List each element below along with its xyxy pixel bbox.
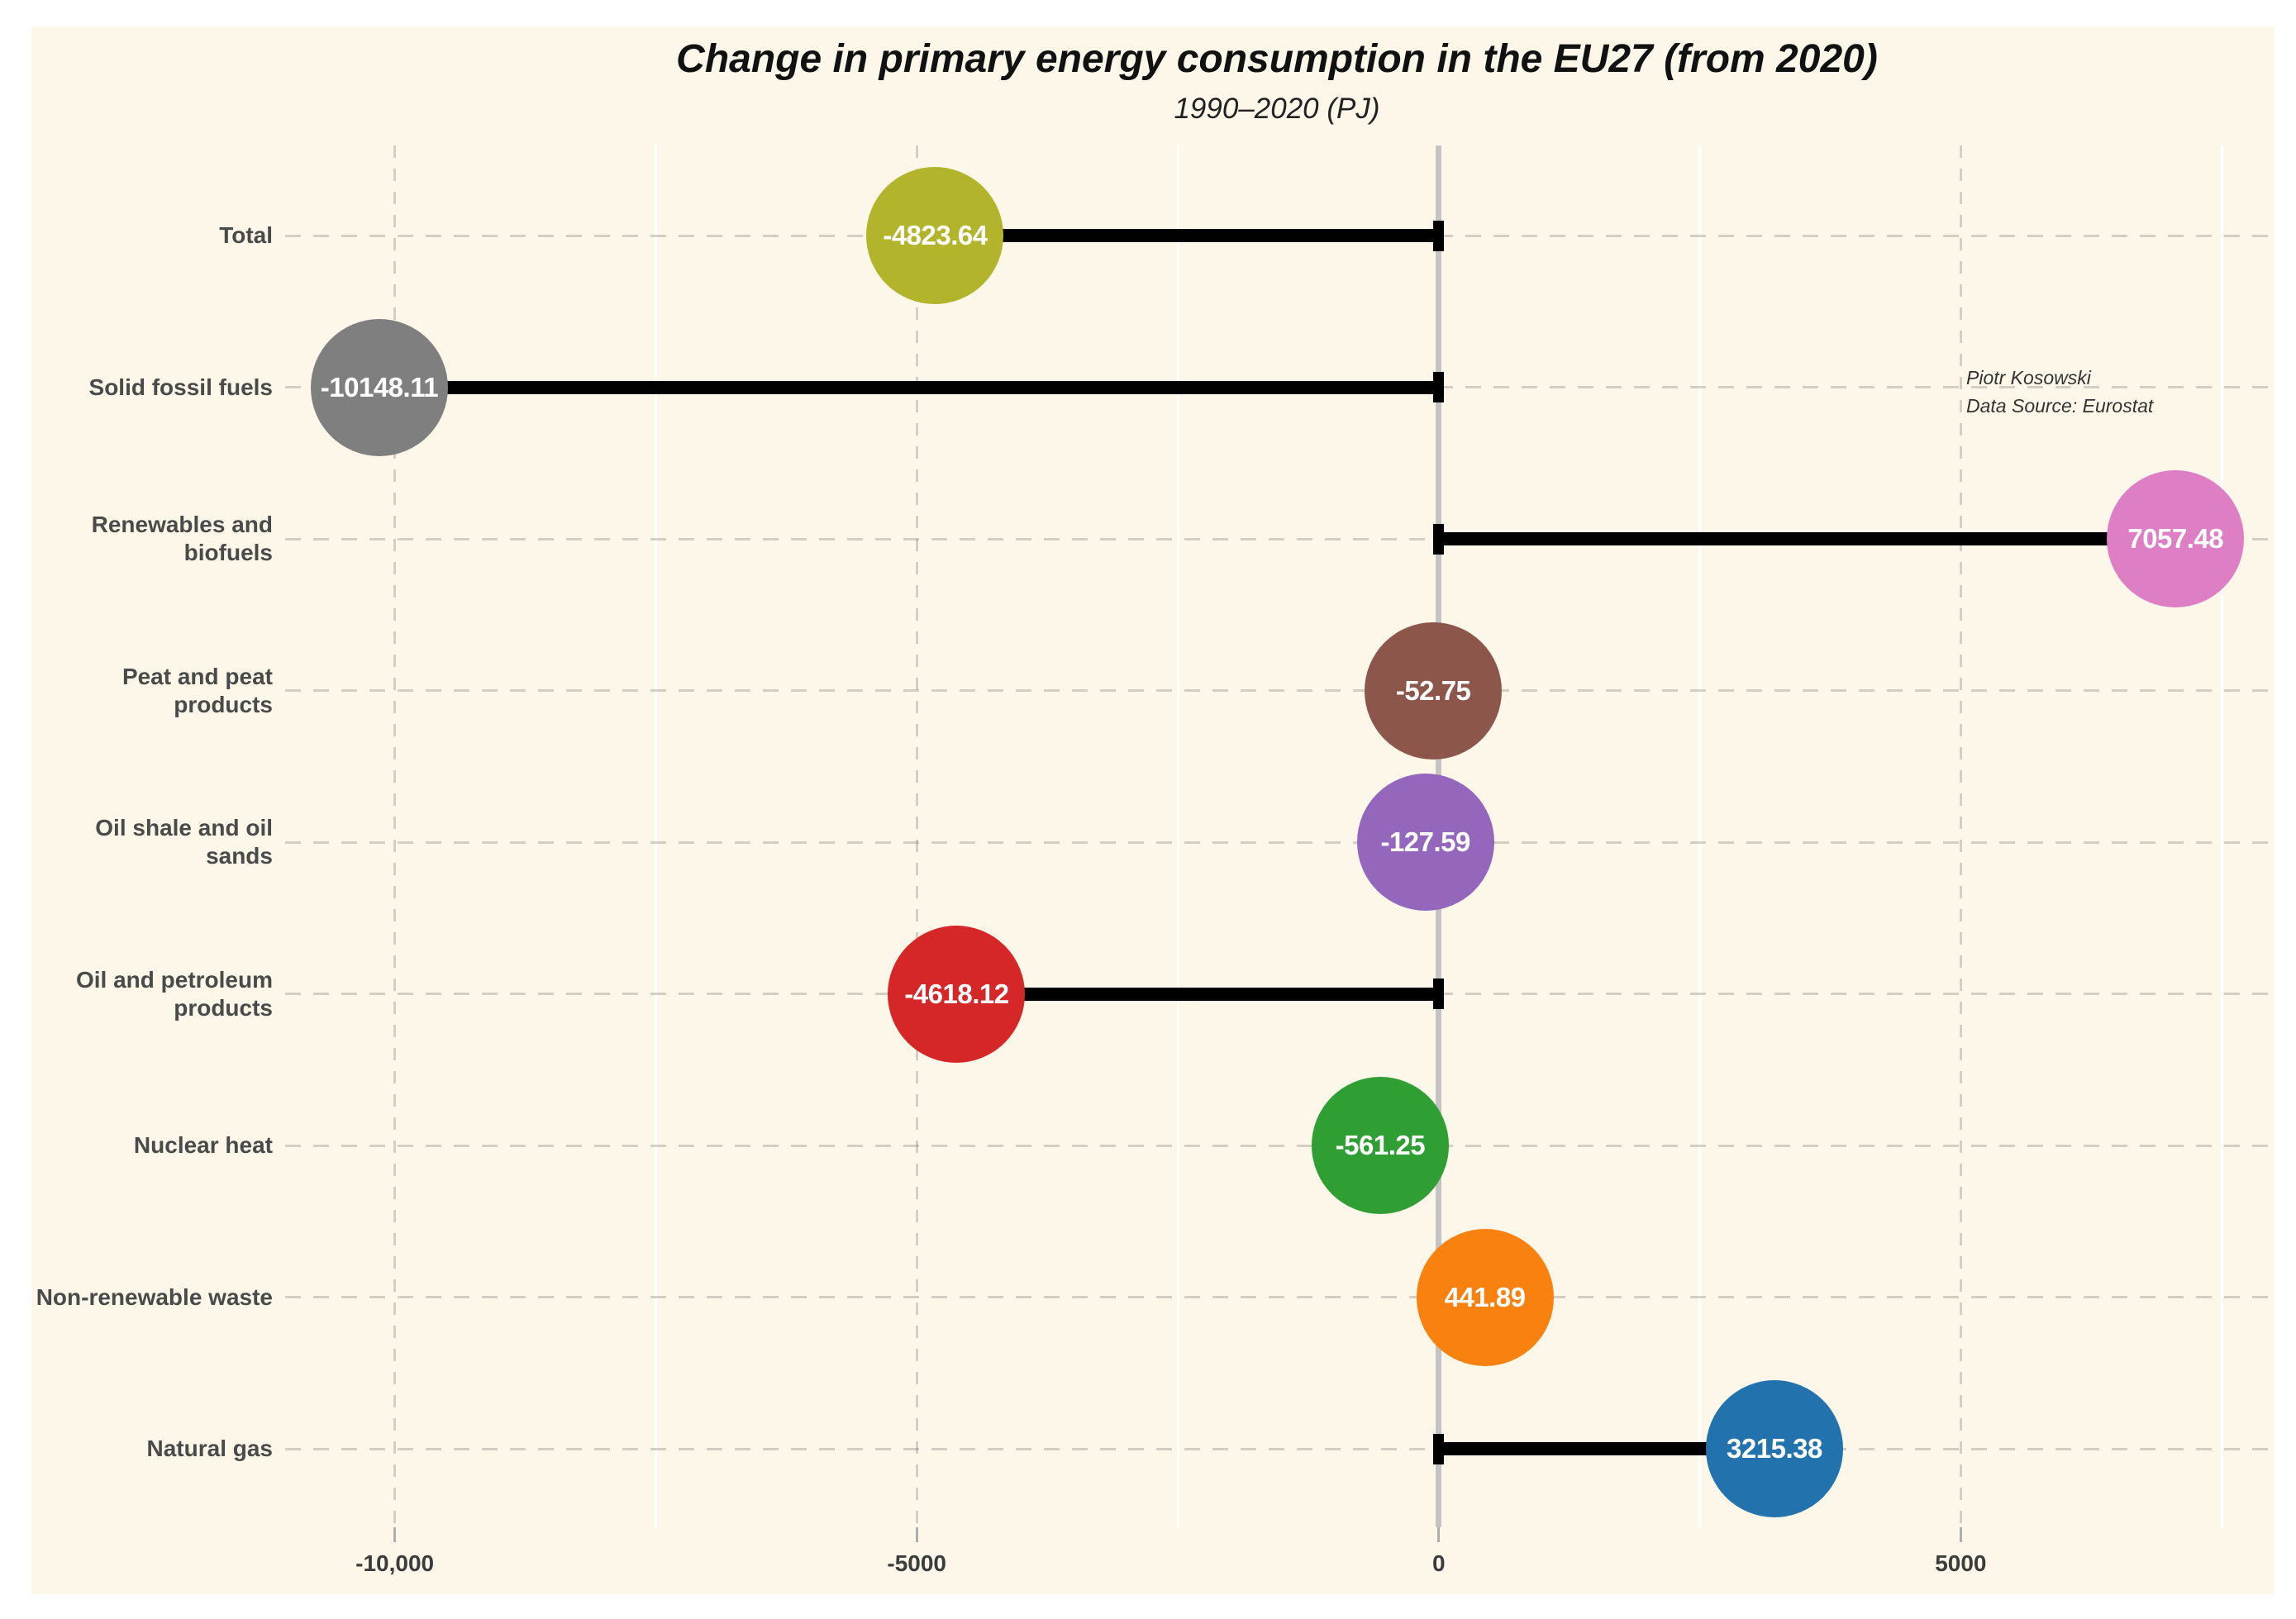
data-point: -561.25: [1311, 1077, 1449, 1214]
source-annotation: Piotr Kosowski Data Source: Eurostat: [1966, 364, 2153, 420]
data-point: -127.59: [1356, 774, 1494, 911]
lollipop-zero-cap: [1433, 372, 1445, 402]
data-point: 3215.38: [1705, 1380, 1843, 1517]
row-gridline: [285, 1296, 2269, 1298]
lollipop-stem: [1438, 532, 2176, 545]
lollipop-stem: [956, 987, 1439, 1001]
x-tick-mark: [1959, 1527, 1962, 1542]
major-gridline: [915, 145, 918, 1527]
author-credit: Piotr Kosowski: [1966, 367, 2091, 388]
category-label: Oil and petroleum products: [75, 966, 273, 1021]
plot-background: [31, 26, 2275, 1594]
data-point-value: 3215.38: [1727, 1433, 1822, 1464]
data-point-value: -561.25: [1335, 1130, 1426, 1160]
data-point-value: -127.59: [1380, 826, 1470, 857]
category-label: Nuclear heat: [133, 1132, 273, 1158]
major-gridline: [393, 145, 397, 1527]
data-point: -4823.64: [866, 167, 1004, 304]
data-point-value: -4823.64: [883, 220, 988, 250]
lollipop-zero-cap: [1433, 1433, 1445, 1464]
lollipop-stem: [935, 229, 1439, 242]
lollipop-zero-cap: [1433, 523, 1445, 555]
chart-title: Change in primary energy consumption in …: [676, 37, 1878, 81]
data-point: 7057.48: [2107, 470, 2245, 607]
minor-gridline: [654, 145, 657, 1527]
lollipop-zero-cap: [1433, 220, 1445, 251]
chart-subtitle: 1990–2020 (PJ): [1174, 93, 1380, 125]
category-label: Total: [219, 222, 273, 248]
row-gridline: [285, 537, 2269, 540]
minor-gridline: [2220, 145, 2223, 1527]
minor-gridline: [1176, 145, 1179, 1527]
category-label: Solid fossil fuels: [88, 374, 273, 400]
row-gridline: [285, 1447, 2269, 1450]
data-point: 441.89: [1416, 1228, 1554, 1366]
data-point: -52.75: [1365, 621, 1503, 760]
data-source: Data Source: Eurostat: [1966, 395, 2154, 417]
category-label: Renewables and biofuels: [91, 512, 273, 565]
data-point-value: 7057.48: [2127, 523, 2224, 554]
x-tick-label: -10,000: [355, 1550, 435, 1576]
row-gridline: [285, 840, 2269, 844]
category-label: Peat and peat products: [121, 663, 273, 717]
data-point: -4618.12: [888, 925, 1026, 1063]
data-point-value: -52.75: [1395, 674, 1471, 706]
row-gridline: [285, 689, 2269, 692]
lollipop-zero-cap: [1433, 979, 1445, 1009]
x-tick-label: 0: [1431, 1550, 1446, 1576]
data-point-value: -4618.12: [904, 978, 1009, 1009]
data-point-value: 441.89: [1444, 1281, 1526, 1312]
x-tick-mark: [393, 1527, 397, 1542]
data-point-value: -10148.11: [320, 371, 439, 402]
data-point: -10148.11: [310, 318, 448, 456]
category-label: Oil shale and oil sands: [95, 815, 273, 869]
minor-gridline: [1698, 145, 1702, 1527]
x-tick-label: 5000: [1935, 1550, 1987, 1576]
row-gridline: [285, 1144, 2269, 1147]
category-label: Natural gas: [146, 1436, 274, 1461]
lollipop-stem: [379, 380, 1439, 394]
x-tick-label: -5000: [887, 1550, 947, 1576]
x-tick-mark: [1437, 1527, 1441, 1542]
category-label: Non-renewable waste: [36, 1283, 273, 1310]
x-tick-mark: [915, 1527, 918, 1542]
major-gridline: [1959, 145, 1962, 1527]
lollipop-stem: [1438, 1442, 1774, 1455]
